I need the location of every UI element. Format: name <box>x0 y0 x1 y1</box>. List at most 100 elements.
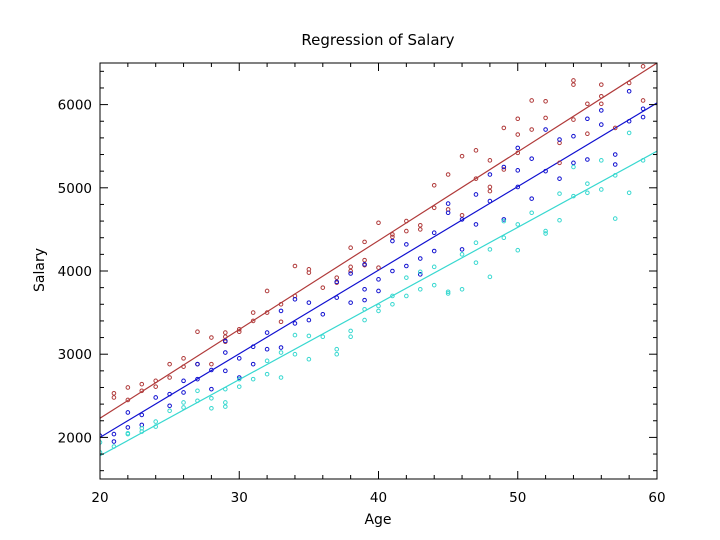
scatter-point <box>459 252 465 257</box>
scatter-point <box>348 268 353 274</box>
scatter-point <box>306 317 312 323</box>
scatter-point <box>278 350 284 355</box>
scatter-point <box>236 356 242 361</box>
scatter-point <box>292 296 298 302</box>
scatter-point <box>515 222 521 227</box>
scatter-point <box>515 168 521 173</box>
scatter-point <box>264 310 270 315</box>
scatter-point <box>404 263 409 269</box>
scatter-point <box>459 217 465 222</box>
scatter-point <box>362 297 367 303</box>
scatter-point <box>390 232 395 237</box>
scatter-point <box>320 285 326 290</box>
scatter-point <box>459 247 465 252</box>
scatter-point <box>445 210 451 216</box>
scatter-point <box>362 306 367 312</box>
scatter-point <box>209 335 214 340</box>
scatter-point <box>585 101 590 107</box>
scatter-point <box>236 329 242 335</box>
scatter-point <box>529 98 534 103</box>
scatter-point <box>487 198 493 204</box>
scatter-point <box>167 361 172 367</box>
scatter-point <box>125 397 131 403</box>
scatter-point <box>306 300 312 305</box>
scatter-point <box>612 125 618 131</box>
scatter-point <box>529 127 534 132</box>
scatter-point <box>390 293 395 299</box>
x-tick-label: 20 <box>91 490 108 506</box>
scatter-point <box>223 386 228 392</box>
scatter-point <box>571 160 576 166</box>
scatter-point <box>362 257 367 263</box>
scatter-point <box>431 248 437 254</box>
scatter-point <box>181 400 186 405</box>
scatter-point <box>557 137 562 142</box>
chart-title: Regression of Salary <box>301 31 454 49</box>
scatter-point <box>292 332 298 338</box>
scatter-point <box>250 376 256 382</box>
scatter-point <box>153 424 158 429</box>
scatter-point <box>292 351 298 357</box>
scatter-point <box>181 390 186 395</box>
scatter-point <box>250 318 256 324</box>
scatter-point <box>543 231 548 236</box>
scatter-point <box>557 217 562 223</box>
scatter-point <box>599 158 604 163</box>
scatter-point <box>348 328 353 334</box>
scatter-point <box>111 395 117 400</box>
x-tick-label: 40 <box>370 490 387 506</box>
scatter-point <box>139 388 145 394</box>
scatter-point <box>404 228 409 234</box>
scatter-point <box>362 317 367 323</box>
scatter-point <box>529 156 534 161</box>
scatter-point <box>417 227 423 232</box>
axis-ticks: 20 30 40 50 60 2000 3000 4000 5000 6000 <box>58 63 666 506</box>
scatter-point <box>501 164 507 170</box>
scatter-point <box>125 385 131 390</box>
scatter-point <box>320 334 326 340</box>
scatter-point <box>501 125 507 131</box>
scatter-point <box>348 300 353 305</box>
scatter-point <box>306 270 312 275</box>
scatter-point <box>195 361 200 367</box>
scatter-point <box>376 308 381 314</box>
scatter-point <box>292 263 298 269</box>
scatter-point <box>557 160 562 166</box>
scatter-point <box>181 356 186 361</box>
scatter-point <box>195 329 200 335</box>
scatter-point <box>167 375 172 380</box>
scatter-point <box>264 288 270 294</box>
scatter-point <box>125 425 131 430</box>
y-axis-label: Salary <box>32 248 48 292</box>
scatter-point <box>487 184 493 190</box>
scatter-point <box>515 247 521 253</box>
scatter-point <box>100 440 103 445</box>
scatter-point <box>487 188 493 194</box>
scatter-point <box>153 419 158 424</box>
scatter-point <box>264 346 270 352</box>
scatter-point <box>306 333 312 339</box>
regression-line-2 <box>100 102 657 438</box>
scatter-point <box>320 311 326 317</box>
scatter-point <box>153 378 158 384</box>
scatter-point <box>404 242 409 247</box>
scatter-point <box>515 184 521 190</box>
scatter-point <box>390 238 395 244</box>
scatter-point <box>473 222 479 227</box>
scatter-point <box>111 439 117 444</box>
scatter-point <box>612 162 618 167</box>
scatter-point <box>473 260 479 265</box>
scatter-point <box>640 114 646 120</box>
scatter-point <box>599 93 604 99</box>
scatter-point <box>348 264 353 270</box>
plot-frame <box>99 62 658 480</box>
scatter-point <box>390 234 395 240</box>
scatter-point <box>612 173 618 178</box>
scatter-point <box>195 376 200 382</box>
scatter-point <box>125 410 131 415</box>
data-points <box>100 64 646 455</box>
scatter-point <box>459 212 465 218</box>
scatter-point <box>223 404 228 409</box>
scatter-point <box>557 191 562 196</box>
